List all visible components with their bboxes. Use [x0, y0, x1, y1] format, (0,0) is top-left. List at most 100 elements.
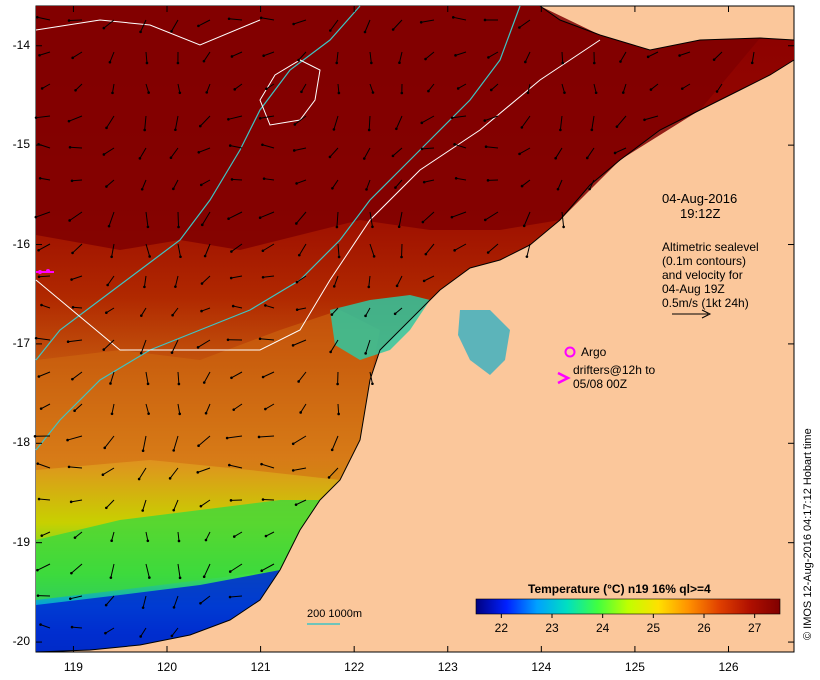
velocity-arrow-head	[265, 87, 268, 91]
velocity-arrow-head	[202, 59, 206, 63]
velocity-arrow-head	[36, 462, 40, 465]
velocity-arrow	[203, 371, 211, 383]
velocity-arrow-head	[137, 477, 141, 481]
velocity-arrow	[398, 51, 403, 63]
velocity-arrow	[331, 307, 339, 315]
velocity-arrow-head	[225, 436, 229, 440]
velocity-arrow-head	[649, 88, 653, 91]
velocity-arrow	[421, 19, 435, 23]
velocity-arrow-head	[398, 61, 401, 64]
velocity-arrow-head	[262, 177, 266, 180]
velocity-arrow-head	[295, 182, 298, 185]
velocity-arrow-head	[397, 225, 401, 229]
velocity-arrow-head	[395, 127, 398, 131]
velocity-arrow-head	[367, 285, 371, 289]
velocity-arrow	[38, 498, 51, 501]
velocity-arrow-head	[228, 570, 232, 573]
velocity-arrow-head	[424, 252, 428, 256]
velocity-arrow	[333, 115, 339, 130]
velocity-arrow-head	[147, 91, 150, 94]
velocity-arrow	[258, 435, 275, 438]
velocity-arrow-head	[362, 157, 366, 160]
velocity-arrow-head	[300, 90, 303, 94]
velocity-arrow-head	[110, 539, 113, 542]
velocity-arrow-head	[615, 125, 619, 128]
velocity-arrow-head	[69, 597, 72, 600]
velocity-arrow	[177, 531, 180, 542]
velocity-arrow	[200, 595, 211, 604]
velocity-arrow	[173, 435, 179, 451]
velocity-arrow	[519, 147, 531, 155]
velocity-arrow	[296, 179, 307, 184]
velocity-arrow-head	[400, 91, 404, 95]
velocity-arrow	[205, 531, 211, 541]
velocity-arrow-head	[613, 151, 617, 155]
velocity-arrow	[145, 51, 148, 64]
velocity-arrow-head	[619, 60, 622, 63]
velocity-arrow-head	[419, 20, 423, 24]
velocity-arrow-head	[293, 123, 297, 126]
velocity-arrow-head	[226, 338, 230, 342]
velocity-arrow	[293, 467, 307, 471]
velocity-arrow-head	[332, 128, 336, 131]
velocity-arrow	[425, 243, 435, 255]
velocity-arrow	[488, 51, 499, 58]
velocity-arrow	[261, 463, 275, 469]
velocity-arrow	[39, 51, 51, 56]
lon-tick-label: 123	[437, 660, 458, 674]
velocity-arrow	[142, 435, 147, 451]
velocity-arrow	[591, 115, 595, 130]
velocity-arrow-head	[101, 473, 105, 477]
velocity-arrow	[174, 275, 179, 287]
altimetry-line-3: and velocity for	[662, 268, 743, 282]
velocity-arrow	[41, 83, 51, 89]
velocity-arrow-head	[202, 381, 206, 384]
velocity-arrow-head	[559, 128, 562, 132]
velocity-arrow	[484, 211, 499, 221]
velocity-arrow	[301, 83, 307, 93]
velocity-arrow	[336, 51, 339, 63]
velocity-arrow-head	[421, 220, 425, 224]
velocity-arrow	[259, 211, 275, 219]
velocity-arrow-head	[40, 534, 44, 537]
colorbar-tick-label: 24	[595, 621, 610, 635]
velocity-arrow-head	[105, 185, 108, 188]
velocity-arrow-head	[230, 178, 234, 181]
velocity-arrow	[227, 435, 243, 439]
velocity-arrow	[197, 339, 211, 348]
velocity-arrow	[260, 115, 275, 119]
velocity-arrow-head	[196, 346, 200, 349]
velocity-arrow-head	[427, 89, 430, 93]
velocity-arrow-head	[106, 283, 109, 287]
velocity-arrow	[109, 371, 115, 384]
axis-ticks	[36, 6, 794, 652]
velocity-arrow-head	[111, 91, 114, 95]
velocity-arrow-head	[678, 54, 681, 57]
velocity-arrow	[679, 51, 691, 57]
velocity-arrow-head	[295, 280, 299, 284]
velocity-arrow	[71, 179, 83, 182]
velocity-arrow	[521, 115, 531, 128]
velocity-arrow	[170, 147, 179, 159]
velocity-arrow	[392, 147, 403, 157]
velocity-arrow-head	[68, 219, 71, 222]
velocity-arrow-head	[231, 304, 235, 308]
velocity-arrow-head	[170, 29, 173, 33]
velocity-arrow	[204, 243, 211, 257]
velocity-arrow-head	[178, 412, 182, 416]
velocity-arrow-head	[69, 500, 73, 504]
velocity-arrow-head	[585, 156, 589, 160]
velocity-arrow	[337, 243, 340, 257]
velocity-arrow	[265, 304, 275, 309]
velocity-arrow-head	[330, 448, 334, 452]
velocity-arrow	[198, 435, 211, 447]
velocity-scale-arrow	[672, 309, 712, 319]
velocity-arrow-head	[520, 126, 524, 129]
velocity-arrow-head	[110, 412, 114, 416]
velocity-arrow-head	[715, 90, 719, 93]
cool-patch-kimberley	[330, 295, 430, 360]
drifter-symbol	[557, 371, 571, 385]
lat-tick-label: -20	[12, 634, 30, 649]
velocity-arrow-head	[365, 188, 368, 191]
colorbar-title: Temperature (°C) n19 16% ql>=4	[528, 582, 711, 596]
